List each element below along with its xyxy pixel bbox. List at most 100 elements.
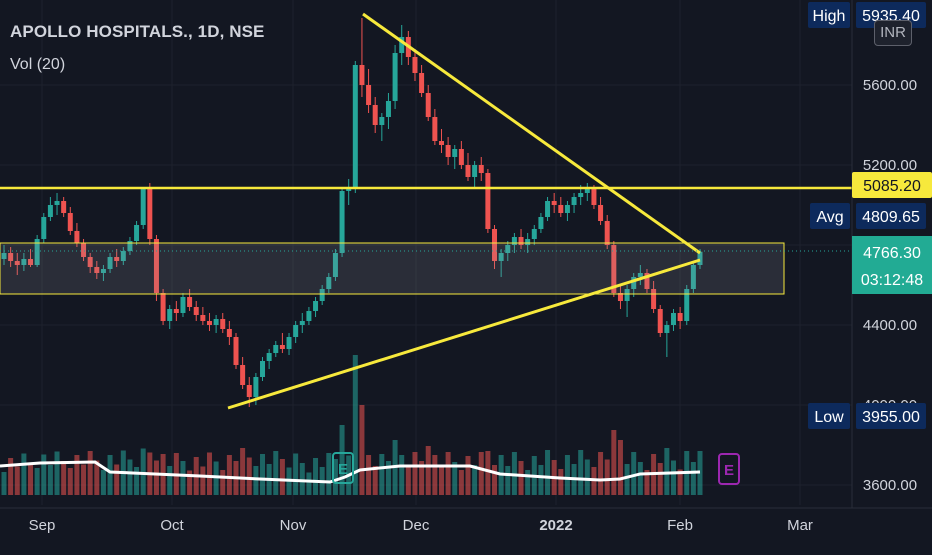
volume-bar (153, 460, 159, 495)
volume-bar (200, 466, 206, 495)
volume-bar (14, 466, 20, 495)
candle-body (81, 243, 87, 257)
candle-body (419, 73, 425, 93)
candle-body (359, 65, 365, 85)
volume-bar (419, 461, 425, 495)
candle-body (531, 229, 537, 239)
candle-body (452, 149, 458, 157)
candle-body (193, 307, 199, 315)
volume-bar (458, 470, 464, 495)
candle-body (518, 237, 524, 245)
volume-bar (690, 462, 696, 495)
candle-body (180, 297, 186, 313)
candle-body (432, 117, 438, 141)
candle-body (319, 289, 325, 301)
candle-body (617, 293, 623, 301)
candle-body (366, 85, 372, 105)
volume-bar (631, 452, 637, 495)
candle-body (286, 337, 292, 349)
candle-body (153, 239, 159, 293)
avg-marker-label-bg (810, 203, 850, 229)
candle-body (352, 65, 358, 187)
candle-body (293, 325, 299, 337)
volume-indicator-label[interactable]: Vol (20) (10, 56, 66, 73)
candle-body (677, 313, 683, 321)
volume-bar (584, 459, 590, 495)
bar-countdown: 03:12:48 (861, 272, 923, 289)
x-tick-label: Nov (280, 517, 307, 534)
volume-bar (313, 458, 319, 495)
volume-bar (246, 457, 252, 495)
candle-body (458, 149, 464, 165)
volume-bar (518, 461, 524, 495)
volume-bar (1, 472, 7, 495)
volume-bar (326, 453, 332, 495)
candle-body (558, 205, 564, 213)
volume-bar (478, 452, 484, 495)
candle-body (511, 237, 517, 245)
volume-bar (127, 459, 133, 495)
candle-body (372, 105, 378, 125)
candle-body (578, 193, 584, 197)
last-price-value: 4766.30 (863, 245, 921, 262)
volume-bar (61, 461, 67, 495)
candle-body (61, 201, 67, 213)
candle-body (326, 277, 332, 289)
high-marker-label-text: High (813, 8, 846, 25)
candle-body (1, 253, 7, 259)
candle-body (478, 165, 484, 173)
candle-body (485, 173, 491, 229)
volume-bar (538, 465, 544, 495)
candle-body (220, 319, 226, 329)
candle-body (21, 259, 27, 265)
candle-body (392, 53, 398, 101)
volume-bar (485, 451, 491, 495)
volume-bar (279, 459, 285, 495)
volume-bar (240, 448, 246, 495)
candle-body (399, 37, 405, 53)
earnings-marker: E (718, 453, 740, 485)
candle-body (173, 309, 179, 313)
volume-bar (564, 455, 570, 495)
volume-bar (385, 461, 391, 495)
candle-body (385, 101, 391, 117)
candle-body (306, 311, 312, 321)
candle-body (611, 245, 617, 293)
candle-body (87, 257, 93, 267)
candle-body (134, 225, 140, 241)
candle-body (545, 201, 551, 217)
volume-ma-line (0, 460, 701, 484)
volume-bar (74, 455, 80, 495)
earnings-marker-frame[interactable] (332, 452, 354, 484)
volume-bar (260, 454, 266, 495)
candle-body (8, 253, 14, 261)
x-tick-label: Dec (403, 517, 430, 534)
currency-badge[interactable]: INR (874, 20, 912, 46)
volume-bar (41, 454, 47, 495)
candle-body (74, 231, 80, 243)
earnings-marker-label: E (724, 462, 734, 479)
candle-body (226, 329, 232, 337)
candle-body (624, 289, 630, 301)
candle-body (233, 337, 239, 365)
level-price-label-bg (852, 172, 932, 198)
volume-bar (94, 460, 100, 495)
candle-body (538, 217, 544, 229)
volume-bar (425, 446, 431, 495)
candle-body (465, 165, 471, 177)
candle-body (47, 205, 53, 217)
low-marker-label-bg (808, 403, 850, 429)
earnings-marker-frame[interactable] (718, 453, 740, 485)
volume-bar (611, 430, 617, 495)
candle-body (127, 241, 133, 251)
candle-body (206, 321, 212, 325)
candle-body (425, 93, 431, 117)
candle-body (525, 239, 531, 245)
x-tick-label: Oct (160, 517, 184, 534)
candle-body (266, 353, 272, 361)
candle-body (14, 261, 20, 265)
candle-body (498, 253, 504, 261)
earnings-marker: E (332, 452, 354, 484)
